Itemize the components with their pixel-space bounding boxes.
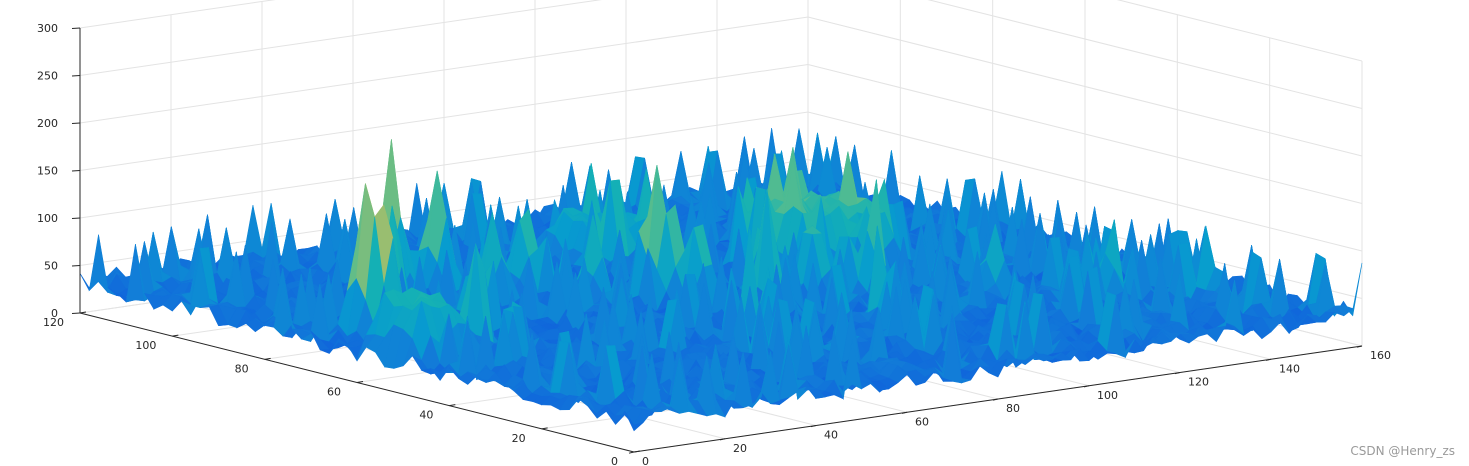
x-tick-label: 140 bbox=[1279, 362, 1300, 375]
y-tick-label: 60 bbox=[327, 386, 341, 399]
grid-line bbox=[79, 111, 1363, 252]
y-tick-label: 80 bbox=[235, 362, 249, 375]
grid-line bbox=[79, 63, 1363, 204]
z-tick bbox=[71, 75, 81, 77]
z-tick bbox=[71, 27, 81, 29]
x-tick-label: 60 bbox=[915, 415, 929, 428]
y-tick-label: 40 bbox=[419, 409, 433, 422]
y-tick bbox=[541, 427, 548, 430]
x-tick-label: 0 bbox=[642, 455, 649, 466]
x-tick bbox=[628, 451, 635, 454]
x-tick-label: 80 bbox=[1006, 402, 1020, 415]
z-tick-label: 200 bbox=[37, 117, 58, 130]
grid-line bbox=[79, 16, 1363, 157]
y-tick bbox=[172, 334, 179, 337]
y-tick bbox=[79, 311, 87, 314]
z-tick bbox=[71, 312, 81, 314]
x-tick-label: 40 bbox=[824, 429, 838, 442]
surface-mesh bbox=[79, 128, 1363, 432]
z-tick-label: 100 bbox=[37, 212, 58, 225]
watermark: CSDN @Henry_zs bbox=[1350, 444, 1455, 458]
y-tick bbox=[449, 404, 456, 407]
x-tick-label: 100 bbox=[1097, 389, 1118, 402]
z-tick-label: 150 bbox=[37, 165, 58, 178]
z-tick-label: 300 bbox=[37, 22, 58, 35]
grid-line bbox=[79, 0, 1363, 109]
z-tick-label: 250 bbox=[37, 70, 58, 83]
z-tick bbox=[71, 170, 81, 172]
y-tick-label: 100 bbox=[135, 339, 156, 352]
y-tick-label: 20 bbox=[512, 432, 526, 445]
z-tick bbox=[71, 122, 81, 124]
y-tick bbox=[356, 381, 364, 383]
z-tick-label: 0 bbox=[51, 307, 58, 320]
z-tick bbox=[71, 265, 81, 267]
y-tick bbox=[633, 450, 641, 453]
x-tick-label: 160 bbox=[1370, 349, 1391, 362]
z-tick bbox=[71, 217, 81, 219]
grid-line bbox=[79, 0, 1363, 62]
y-tick-label: 0 bbox=[611, 455, 618, 466]
z-tick-label: 50 bbox=[44, 260, 58, 273]
y-tick bbox=[264, 357, 271, 360]
x-tick-label: 20 bbox=[733, 442, 747, 455]
x-tick-label: 120 bbox=[1188, 376, 1209, 389]
